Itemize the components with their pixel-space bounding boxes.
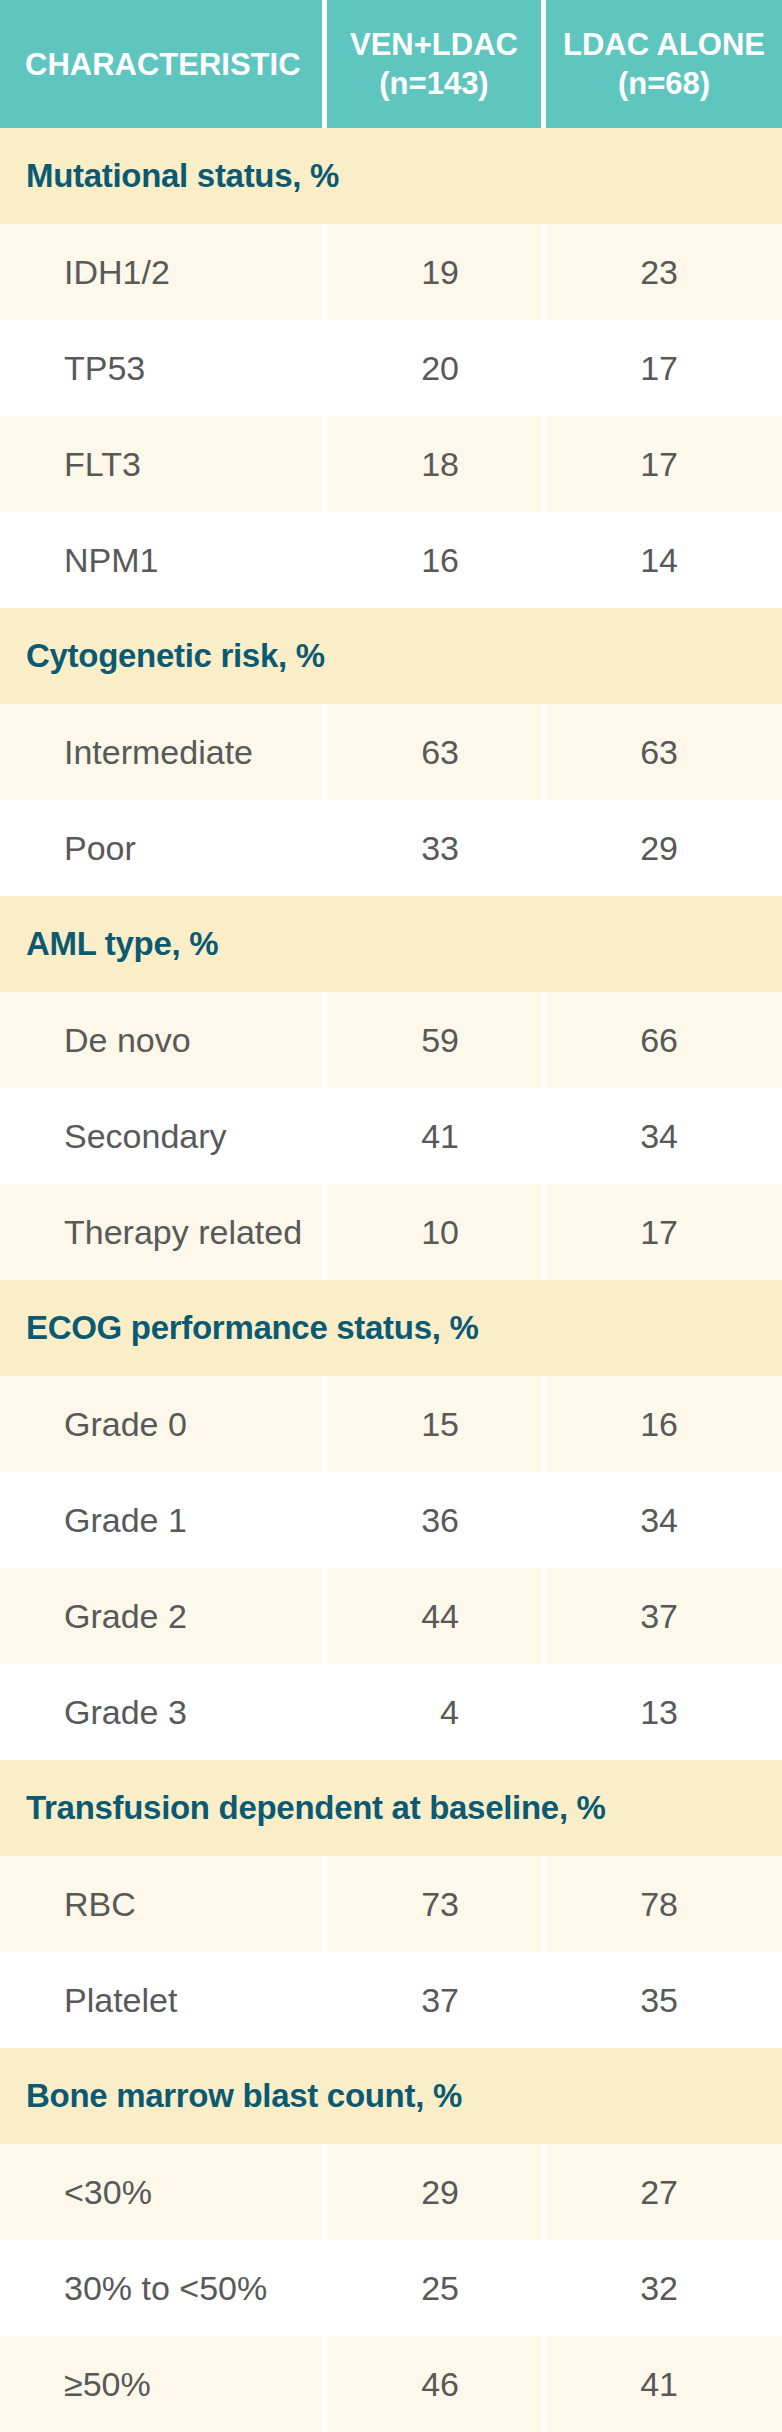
value-ven-ldac: 41 bbox=[327, 1088, 541, 1184]
value-ldac-alone: 35 bbox=[546, 1952, 782, 2048]
header-subtitle: (n=68) bbox=[618, 64, 710, 103]
value-ldac-alone: 13 bbox=[546, 1664, 782, 1760]
table-row: <30% 29 27 bbox=[0, 2144, 782, 2240]
header-title: LDAC ALONE bbox=[563, 25, 765, 64]
table-row: Grade 2 44 37 bbox=[0, 1568, 782, 1664]
row-label: RBC bbox=[0, 1856, 322, 1952]
value-ven-ldac: 15 bbox=[327, 1376, 541, 1472]
value-ven-ldac: 18 bbox=[327, 416, 541, 512]
row-label: De novo bbox=[0, 992, 322, 1088]
header-title: VEN+LDAC bbox=[350, 25, 518, 64]
row-label: 30% to <50% bbox=[0, 2240, 322, 2336]
table-row: Intermediate 63 63 bbox=[0, 704, 782, 800]
header-cell-ven-ldac: VEN+LDAC (n=143) bbox=[327, 0, 541, 128]
table-row: Poor 33 29 bbox=[0, 800, 782, 896]
value-ven-ldac: 46 bbox=[327, 2336, 541, 2432]
table-row: TP53 20 17 bbox=[0, 320, 782, 416]
row-label: IDH1/2 bbox=[0, 224, 322, 320]
table-row: Therapy related 10 17 bbox=[0, 1184, 782, 1280]
value-ldac-alone: 32 bbox=[546, 2240, 782, 2336]
row-label: Grade 3 bbox=[0, 1664, 322, 1760]
value-ven-ldac: 44 bbox=[327, 1568, 541, 1664]
value-ven-ldac: 73 bbox=[327, 1856, 541, 1952]
row-label: Platelet bbox=[0, 1952, 322, 2048]
row-label: FLT3 bbox=[0, 416, 322, 512]
table-row: Grade 0 15 16 bbox=[0, 1376, 782, 1472]
table-row: 30% to <50% 25 32 bbox=[0, 2240, 782, 2336]
value-ldac-alone: 37 bbox=[546, 1568, 782, 1664]
value-ldac-alone: 17 bbox=[546, 1184, 782, 1280]
row-label: NPM1 bbox=[0, 512, 322, 608]
value-ldac-alone: 14 bbox=[546, 512, 782, 608]
row-label: TP53 bbox=[0, 320, 322, 416]
header-subtitle: (n=143) bbox=[379, 64, 488, 103]
row-label: Grade 0 bbox=[0, 1376, 322, 1472]
row-label: Intermediate bbox=[0, 704, 322, 800]
table-row: Grade 3 4 13 bbox=[0, 1664, 782, 1760]
section-header-ecog-performance-status: ECOG performance status, % bbox=[0, 1280, 782, 1376]
value-ven-ldac: 16 bbox=[327, 512, 541, 608]
table-row: ≥50% 46 41 bbox=[0, 2336, 782, 2432]
value-ldac-alone: 17 bbox=[546, 320, 782, 416]
table-row: IDH1/2 19 23 bbox=[0, 224, 782, 320]
table-row: Grade 1 36 34 bbox=[0, 1472, 782, 1568]
value-ven-ldac: 10 bbox=[327, 1184, 541, 1280]
value-ldac-alone: 66 bbox=[546, 992, 782, 1088]
row-label: Therapy related bbox=[0, 1184, 322, 1280]
value-ldac-alone: 34 bbox=[546, 1472, 782, 1568]
section-header-cytogenetic-risk: Cytogenetic risk, % bbox=[0, 608, 782, 704]
value-ven-ldac: 63 bbox=[327, 704, 541, 800]
value-ldac-alone: 27 bbox=[546, 2144, 782, 2240]
table-row: NPM1 16 14 bbox=[0, 512, 782, 608]
row-label: Poor bbox=[0, 800, 322, 896]
row-label: <30% bbox=[0, 2144, 322, 2240]
header-title: CHARACTERISTIC bbox=[25, 45, 301, 84]
value-ldac-alone: 17 bbox=[546, 416, 782, 512]
row-label: Grade 2 bbox=[0, 1568, 322, 1664]
value-ldac-alone: 29 bbox=[546, 800, 782, 896]
header-cell-characteristic: CHARACTERISTIC bbox=[0, 0, 322, 128]
section-header-mutational-status: Mutational status, % bbox=[0, 128, 782, 224]
row-label: Secondary bbox=[0, 1088, 322, 1184]
section-header-aml-type: AML type, % bbox=[0, 896, 782, 992]
table-row: RBC 73 78 bbox=[0, 1856, 782, 1952]
value-ven-ldac: 4 bbox=[327, 1664, 541, 1760]
section-header-transfusion-dependent: Transfusion dependent at baseline, % bbox=[0, 1760, 782, 1856]
value-ldac-alone: 63 bbox=[546, 704, 782, 800]
header-cell-ldac-alone: LDAC ALONE (n=68) bbox=[546, 0, 782, 128]
value-ven-ldac: 36 bbox=[327, 1472, 541, 1568]
row-label: Grade 1 bbox=[0, 1472, 322, 1568]
value-ldac-alone: 78 bbox=[546, 1856, 782, 1952]
value-ven-ldac: 20 bbox=[327, 320, 541, 416]
value-ven-ldac: 37 bbox=[327, 1952, 541, 2048]
table-row: Secondary 41 34 bbox=[0, 1088, 782, 1184]
table-row: De novo 59 66 bbox=[0, 992, 782, 1088]
table-row: Platelet 37 35 bbox=[0, 1952, 782, 2048]
value-ldac-alone: 34 bbox=[546, 1088, 782, 1184]
value-ldac-alone: 16 bbox=[546, 1376, 782, 1472]
row-label: ≥50% bbox=[0, 2336, 322, 2432]
value-ven-ldac: 25 bbox=[327, 2240, 541, 2336]
value-ven-ldac: 29 bbox=[327, 2144, 541, 2240]
table-row: FLT3 18 17 bbox=[0, 416, 782, 512]
value-ldac-alone: 23 bbox=[546, 224, 782, 320]
characteristics-table: CHARACTERISTIC VEN+LDAC (n=143) LDAC ALO… bbox=[0, 0, 782, 2432]
value-ldac-alone: 41 bbox=[546, 2336, 782, 2432]
value-ven-ldac: 33 bbox=[327, 800, 541, 896]
value-ven-ldac: 59 bbox=[327, 992, 541, 1088]
section-header-bone-marrow-blast-count: Bone marrow blast count, % bbox=[0, 2048, 782, 2144]
value-ven-ldac: 19 bbox=[327, 224, 541, 320]
table-header-row: CHARACTERISTIC VEN+LDAC (n=143) LDAC ALO… bbox=[0, 0, 782, 128]
